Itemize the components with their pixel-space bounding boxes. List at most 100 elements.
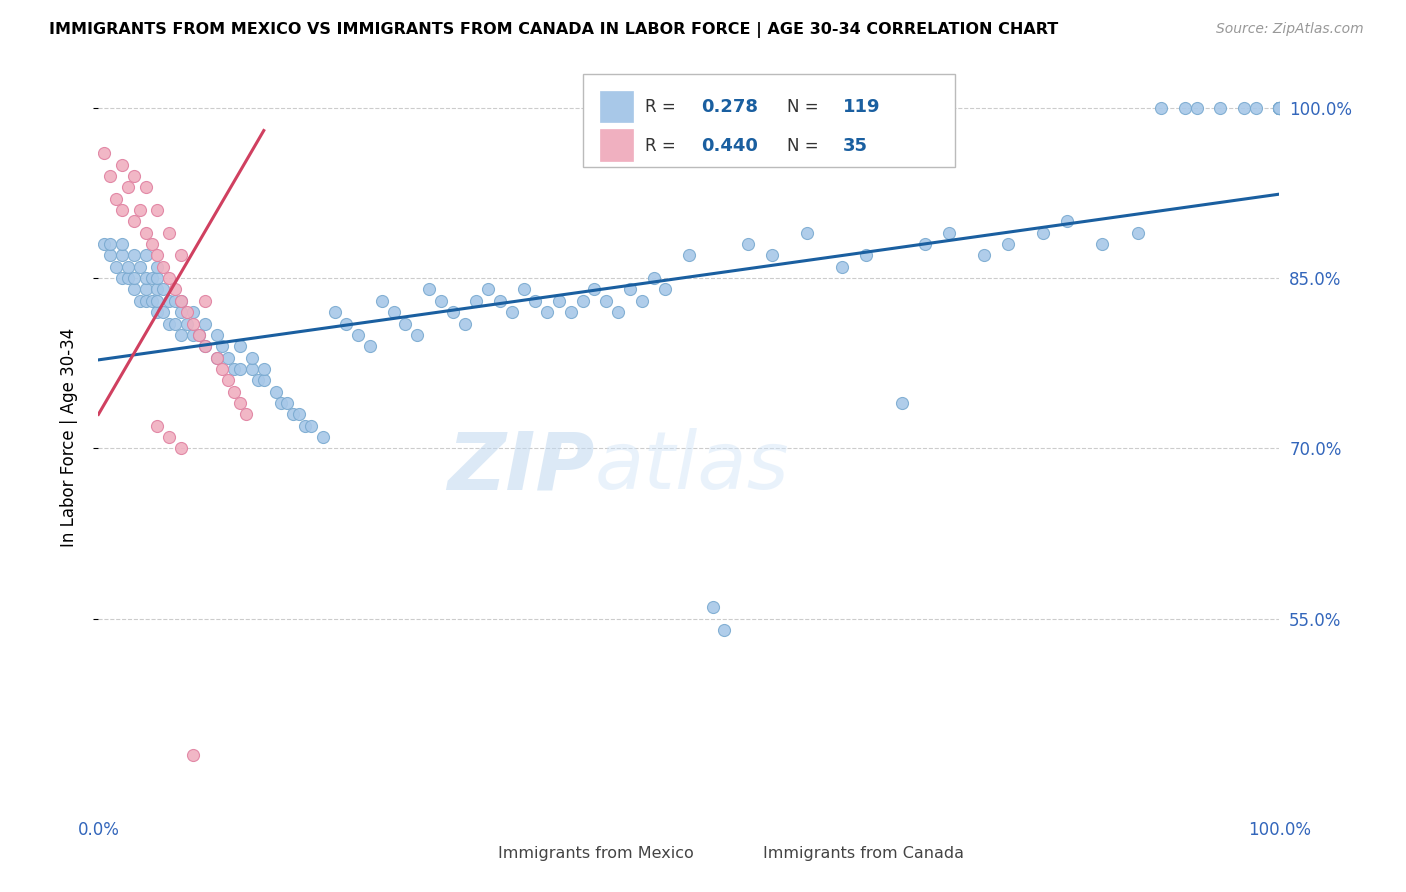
Point — [855, 248, 877, 262]
Point — [122, 169, 145, 183]
Point — [146, 271, 169, 285]
Point — [152, 260, 174, 274]
FancyBboxPatch shape — [582, 74, 955, 168]
Text: Source: ZipAtlas.com: Source: ZipAtlas.com — [1216, 22, 1364, 37]
Point — [678, 248, 700, 262]
Point — [170, 293, 193, 308]
Point — [418, 283, 440, 297]
Point — [211, 362, 233, 376]
Point — [152, 305, 174, 319]
Point — [146, 283, 169, 297]
Point — [831, 260, 853, 274]
Point — [512, 283, 534, 297]
Point — [194, 317, 217, 331]
Point — [135, 283, 157, 297]
Point — [1185, 101, 1208, 115]
Point — [176, 317, 198, 331]
Point — [1150, 101, 1173, 115]
Point — [128, 260, 150, 274]
Point — [796, 226, 818, 240]
Point — [122, 283, 145, 297]
Point — [1268, 101, 1291, 115]
Point — [283, 408, 305, 422]
Point — [98, 237, 121, 252]
Point — [122, 214, 145, 228]
Text: N =: N = — [787, 98, 818, 116]
Point — [595, 293, 617, 308]
Point — [135, 293, 157, 308]
Point — [299, 418, 322, 433]
Point — [1174, 101, 1197, 115]
Point — [630, 293, 652, 308]
Point — [246, 373, 269, 387]
Point — [571, 293, 593, 308]
Point — [1091, 237, 1114, 252]
Text: 0.440: 0.440 — [700, 136, 758, 154]
Point — [187, 327, 209, 342]
Point — [1268, 101, 1291, 115]
Point — [117, 271, 139, 285]
Point — [141, 271, 163, 285]
Point — [394, 317, 416, 331]
Point — [1233, 101, 1256, 115]
Point — [890, 396, 912, 410]
Point — [217, 373, 239, 387]
Point — [643, 271, 665, 285]
Text: IMMIGRANTS FROM MEXICO VS IMMIGRANTS FROM CANADA IN LABOR FORCE | AGE 30-34 CORR: IMMIGRANTS FROM MEXICO VS IMMIGRANTS FRO… — [49, 22, 1059, 38]
Point — [194, 293, 217, 308]
Point — [205, 351, 228, 365]
Point — [359, 339, 381, 353]
Point — [347, 327, 370, 342]
Point — [1268, 101, 1291, 115]
Point — [165, 283, 187, 297]
Point — [276, 396, 298, 410]
Point — [713, 623, 735, 637]
Point — [1268, 101, 1291, 115]
Point — [170, 442, 193, 456]
Point — [938, 226, 960, 240]
Point — [194, 339, 217, 353]
Point — [170, 248, 193, 262]
Point — [240, 362, 263, 376]
Bar — [724, 843, 754, 864]
Point — [240, 351, 263, 365]
Point — [997, 237, 1019, 252]
Point — [371, 293, 394, 308]
Point — [170, 327, 193, 342]
Point — [117, 260, 139, 274]
Point — [761, 248, 783, 262]
Point — [229, 339, 252, 353]
Point — [524, 293, 547, 308]
Point — [135, 248, 157, 262]
Text: 0.278: 0.278 — [700, 98, 758, 116]
Point — [122, 271, 145, 285]
Point — [619, 283, 641, 297]
Point — [181, 747, 204, 762]
Point — [270, 396, 292, 410]
Point — [536, 305, 558, 319]
Point — [489, 293, 512, 308]
Point — [157, 430, 180, 444]
Text: 35: 35 — [842, 136, 868, 154]
Point — [146, 202, 169, 217]
Point — [607, 305, 630, 319]
Point — [111, 271, 134, 285]
Point — [194, 339, 217, 353]
Point — [737, 237, 759, 252]
Point — [973, 248, 995, 262]
Point — [141, 293, 163, 308]
Point — [181, 305, 204, 319]
Point — [264, 384, 287, 399]
Point — [152, 283, 174, 297]
Point — [176, 305, 198, 319]
Point — [98, 248, 121, 262]
Point — [224, 362, 246, 376]
Point — [135, 271, 157, 285]
Point — [382, 305, 405, 319]
Point — [914, 237, 936, 252]
Point — [111, 202, 134, 217]
Text: 119: 119 — [842, 98, 880, 116]
Text: atlas: atlas — [595, 428, 789, 506]
Point — [157, 226, 180, 240]
Point — [165, 317, 187, 331]
